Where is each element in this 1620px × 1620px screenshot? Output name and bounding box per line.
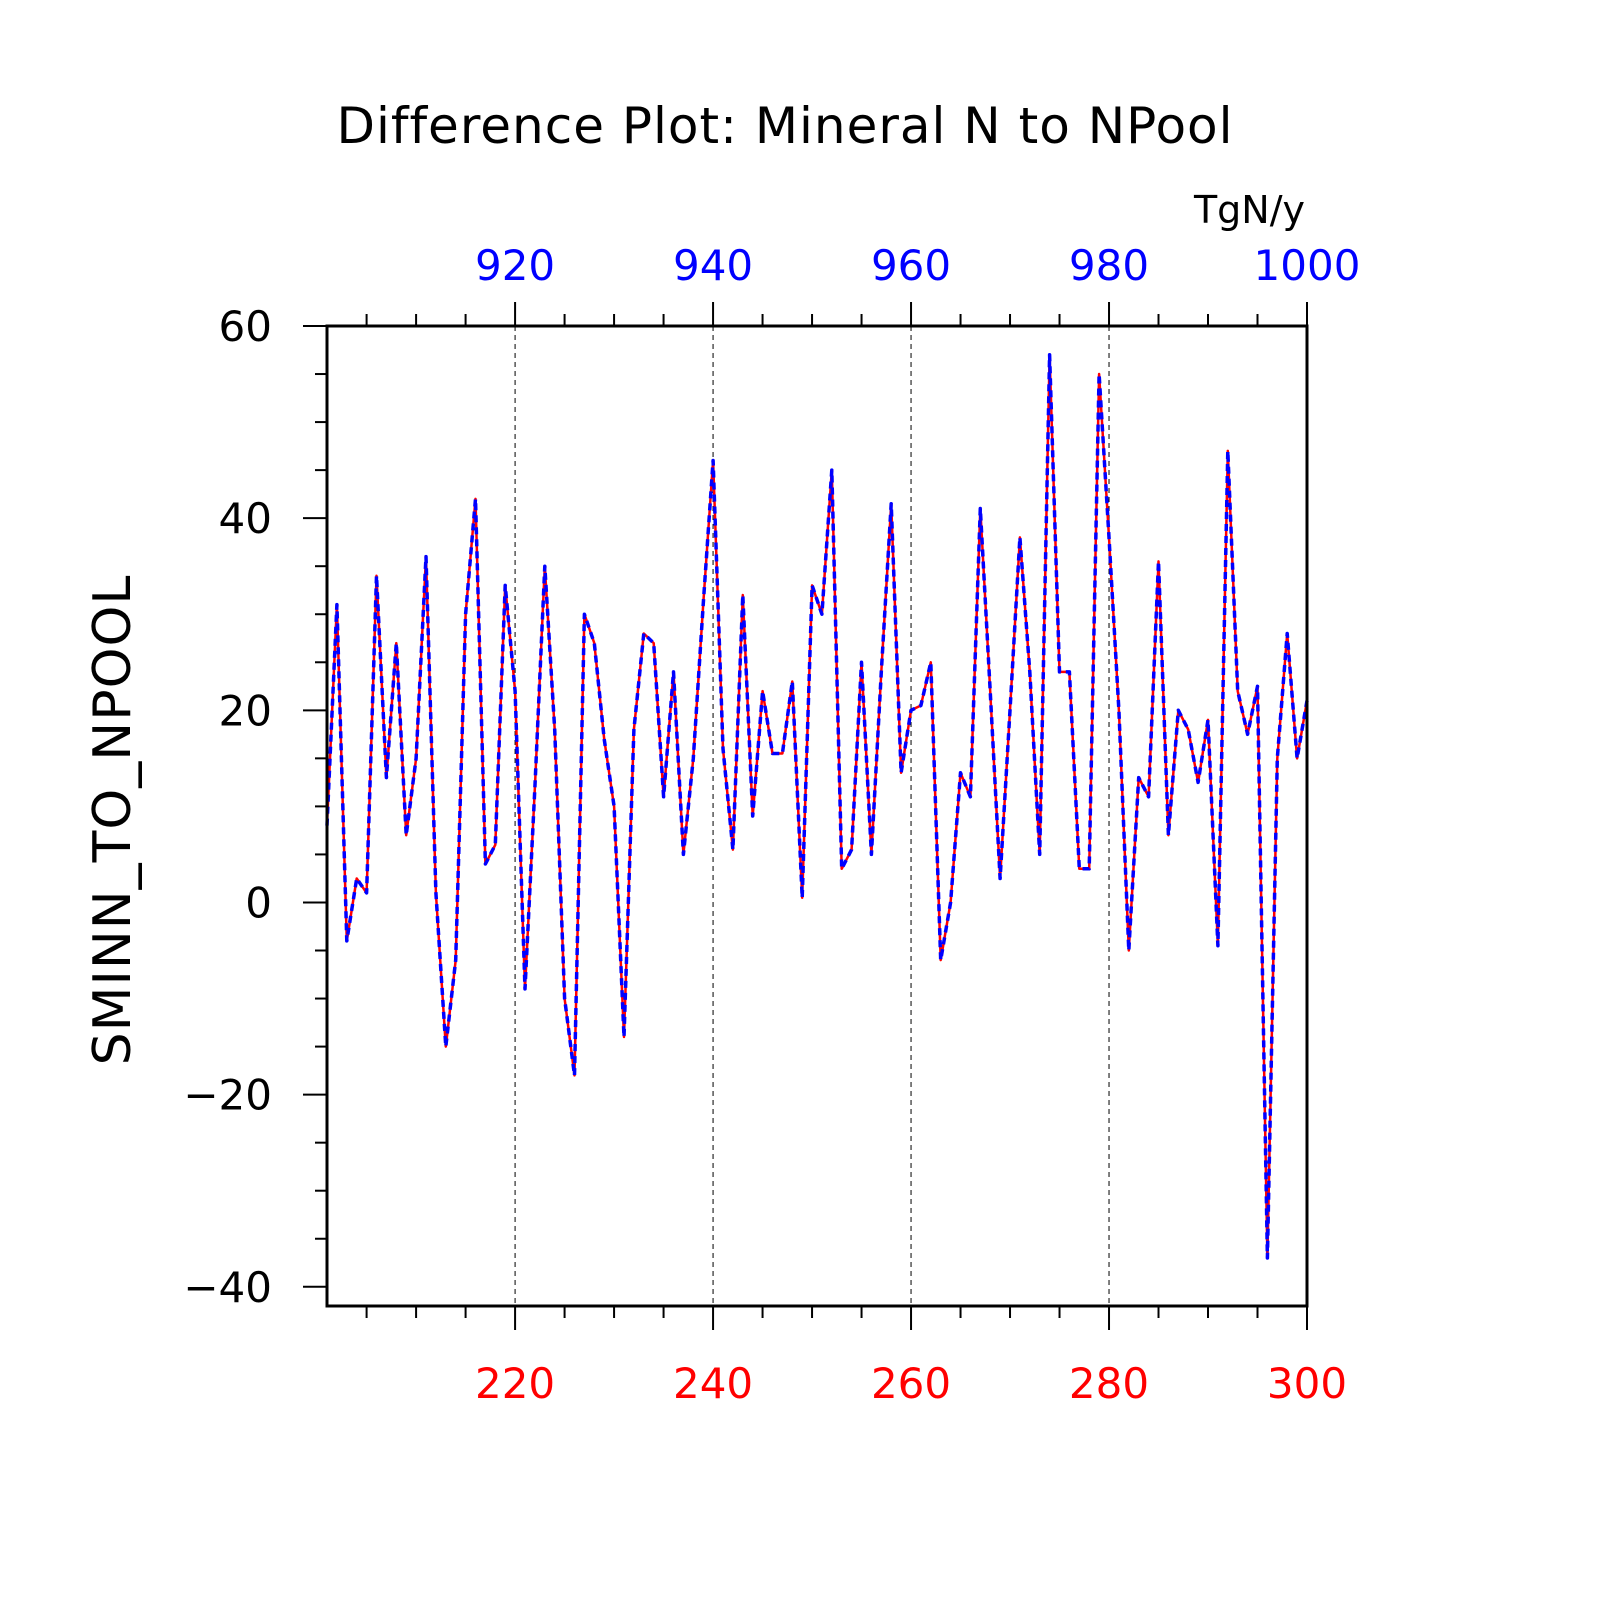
grid-lines [514,326,1110,1306]
x-bottom-tick-label: 240 [673,1359,753,1408]
series-line-1 [325,353,1309,1260]
x-top-tick-label: 940 [673,241,753,290]
y-axis-label: SMINN_TO_NPOOL [83,575,143,1066]
x-bottom-tick-label: 220 [475,1359,555,1408]
y-tick-label: 20 [219,686,272,735]
y-tick-label: 0 [245,878,272,927]
y-tick-label: −20 [183,1071,272,1120]
y-tick-label: −40 [183,1263,272,1312]
x-bottom-tick-label: 260 [871,1359,951,1408]
series-lines [325,353,1309,1260]
tick-labels: 220 240 260 280 300 920 940 960 980 1000 60 40 20 0 −2… [183,241,1360,1408]
axis-ticks [303,302,1308,1330]
y-tick-label: 60 [219,302,272,351]
x-bottom-tick-label: 280 [1069,1359,1149,1408]
units-label: TgN/y [1193,188,1305,232]
plot-frame [325,324,1309,1308]
y-tick-label: 40 [219,494,272,543]
x-top-tick-label: 980 [1069,241,1149,290]
x-top-tick-label: 960 [871,241,951,290]
x-bottom-tick-label: 300 [1267,1359,1347,1408]
x-top-tick-label: 1000 [1254,241,1361,290]
chart-title: Difference Plot: Mineral N to NPool [336,97,1233,155]
x-top-tick-label: 920 [475,241,555,290]
series-line-2 [325,353,1309,1260]
